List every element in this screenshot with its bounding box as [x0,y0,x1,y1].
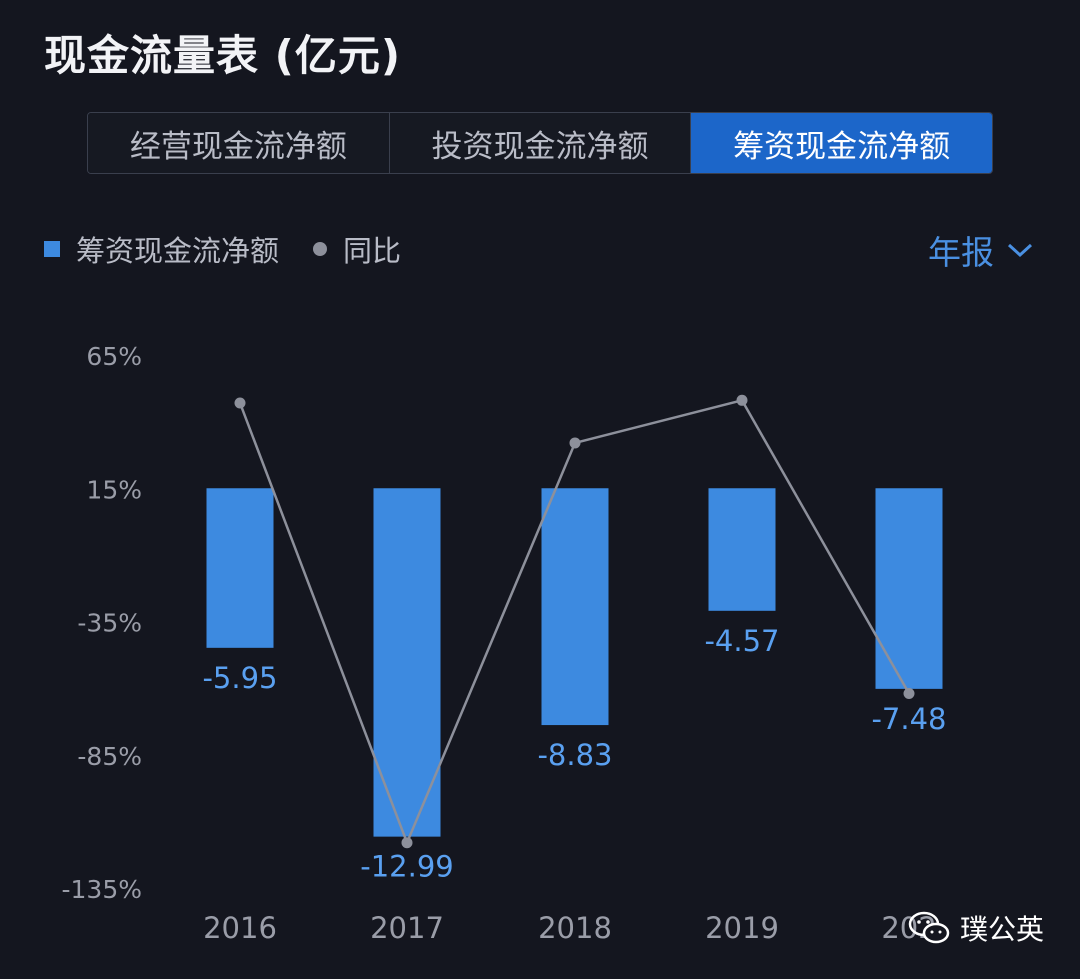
yoy-point [903,687,915,699]
bar-legend-swatch [44,241,60,257]
y-tick-label: 15% [86,475,142,504]
bar [206,488,274,648]
watermark-text: 璞公英 [959,913,1044,946]
period-selector[interactable]: 年报 [928,226,1034,274]
x-tick-label: 2016 [203,911,277,945]
bar-legend-label: 筹资现金流净额 [76,234,280,268]
x-tick-label: 2018 [538,911,612,945]
bar-value-label: -5.95 [202,661,277,695]
yoy-point [569,437,581,449]
bar [541,488,609,726]
line-legend-label: 同比 [343,234,402,268]
y-tick-label: -135% [62,875,143,904]
bar [875,488,943,689]
line-legend-dot [313,242,328,256]
bar [708,488,776,611]
period-label: 年报 [928,233,994,272]
y-tick-label: 65% [86,342,142,371]
wechat-icon [908,911,950,944]
x-tick-label: 2019 [705,911,779,945]
yoy-point [234,397,246,409]
page-title: 现金流量表 (亿元) [44,31,402,80]
watermark: 璞公英 [908,908,1044,948]
chevron-down-icon [1007,243,1033,258]
y-tick-label: -35% [77,609,142,638]
y-tick-label: -85% [77,742,142,771]
x-tick-label: 2017 [370,911,444,945]
tab-bar: 经营现金流净额 投资现金流净额 筹资现金流净额 [87,112,993,174]
bar-value-label: -7.48 [871,702,946,736]
bar-value-label: -12.99 [360,850,454,884]
chart-legend: 筹资现金流净额 同比 [44,228,401,270]
bar [373,488,441,837]
tab-investing-cashflow[interactable]: 投资现金流净额 [389,113,692,173]
tab-operating-cashflow[interactable]: 经营现金流净额 [88,113,390,173]
bar-value-label: -8.83 [537,738,612,772]
yoy-point [736,394,748,406]
tab-financing-cashflow[interactable]: 筹资现金流净额 [691,113,992,173]
bar-value-label: -4.57 [704,624,779,658]
financing-cashflow-chart: 65% 15% -35% -85% -135% -5.95 -12.99 -8.83 -4.57… [62,342,947,945]
yoy-point [401,837,413,849]
